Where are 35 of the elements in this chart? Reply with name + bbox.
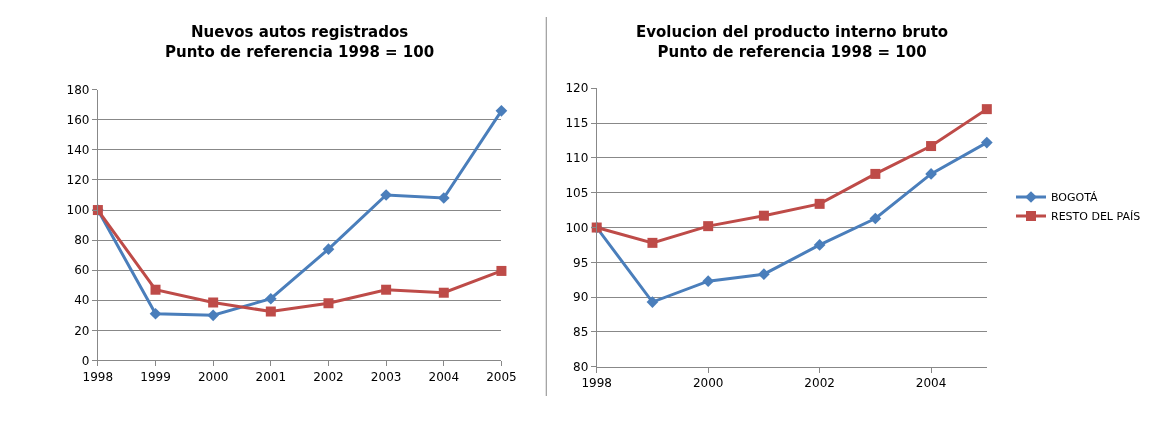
x-tick-label: 2005 (486, 369, 517, 384)
y-tick-label: 110 (565, 151, 589, 166)
x-tick-label: 2000 (692, 376, 724, 391)
legend-label: BOGOTÁ (1051, 191, 1099, 205)
y-tick-label: 0 (81, 353, 90, 368)
x-tick-label: 1999 (140, 369, 171, 384)
y-tick-label: 90 (573, 290, 589, 305)
legend-label: RESTO DEL PAÍS (1051, 210, 1141, 224)
x-tick-label: 2000 (197, 369, 229, 384)
y-tick-label: 100 (565, 220, 589, 235)
x-tick-label: 2002 (313, 369, 344, 384)
y-tick-label: 80 (74, 233, 90, 248)
y-tick-label: 120 (565, 81, 589, 96)
y-tick-label: 140 (66, 143, 90, 158)
y-tick-label: 60 (74, 263, 90, 278)
y-tick-label: 95 (573, 255, 589, 270)
y-tick-label: 120 (66, 173, 90, 188)
y-tick-label: 105 (565, 185, 589, 200)
y-tick-label: 180 (66, 82, 90, 97)
x-tick-label: 2004 (915, 376, 947, 391)
x-tick-label: 2003 (370, 369, 402, 384)
x-tick-label: 2004 (428, 369, 460, 384)
y-tick-label: 20 (74, 323, 90, 338)
y-tick-label: 40 (74, 293, 90, 308)
chart-title: Evolucion del producto interno bruto Punto de referencia 1998 = 100 (636, 23, 949, 61)
x-tick-label: 2002 (804, 376, 835, 391)
x-tick-label: 1998 (581, 376, 612, 391)
chart-title: Nuevos autos registrados Punto de referencia 1998 = 100 (165, 23, 435, 61)
y-tick-label: 160 (66, 113, 90, 128)
y-tick-label: 100 (66, 203, 90, 218)
x-tick-label: 2001 (255, 369, 287, 384)
y-tick-label: 80 (573, 360, 589, 375)
y-tick-label: 85 (573, 325, 589, 340)
x-tick-label: 1998 (82, 369, 114, 384)
y-tick-label: 115 (565, 116, 589, 131)
